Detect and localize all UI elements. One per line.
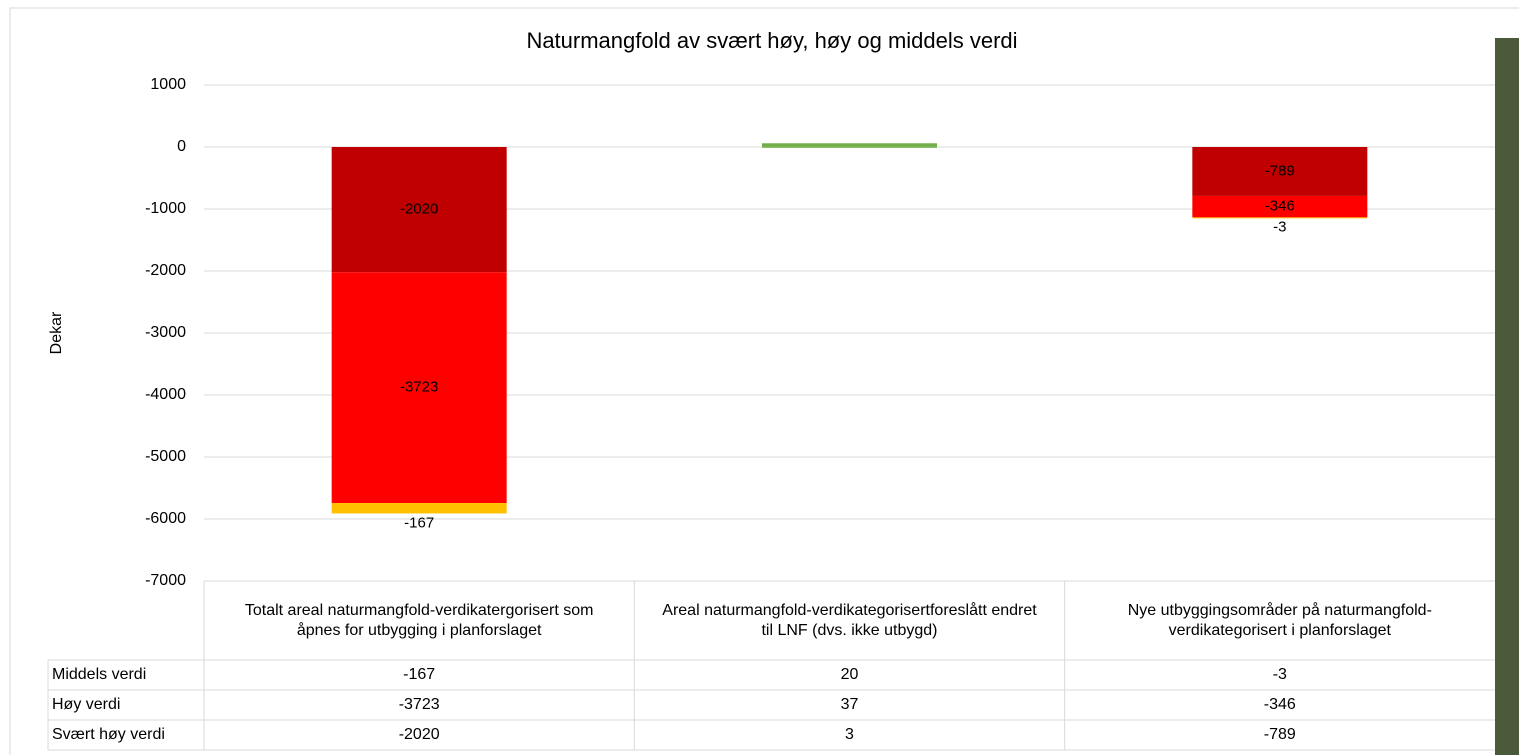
table-value: -167 [403, 666, 436, 683]
category-label: Nye utbyggingsområder på naturmangfold-v… [1127, 601, 1432, 639]
background-photo [1495, 38, 1519, 755]
table-value: 37 [840, 696, 859, 713]
data-label: -3 [1273, 219, 1286, 236]
category-label: Areal naturmangfold-verdikategorisertfor… [662, 601, 1037, 639]
table-value: 3 [845, 726, 854, 743]
bar-segment [1192, 147, 1368, 196]
table-value: 20 [840, 666, 859, 683]
data-label: -2020 [400, 201, 438, 218]
table-value: -2020 [398, 726, 440, 743]
y-tick-label: -4000 [145, 386, 186, 403]
bar-segment [762, 143, 937, 145]
table-value: -3 [1272, 666, 1287, 683]
table-value: -3723 [398, 696, 440, 713]
y-tick-label: -3000 [145, 324, 186, 341]
bar-segment [331, 503, 507, 514]
bar-segment [331, 272, 507, 504]
chart-frame [9, 7, 1519, 755]
y-axis-label: Dekar [48, 311, 65, 354]
y-tick-label: -2000 [145, 262, 186, 279]
chart-title: Naturmangfold av svært høy, høy og midde… [526, 28, 1017, 53]
series-name: Svært høy verdi [52, 726, 165, 743]
series-name: Middels verdi [52, 666, 147, 683]
bar-segment [762, 144, 937, 147]
y-tick-label: -1000 [145, 200, 186, 217]
data-label: -167 [404, 514, 434, 531]
series-name: Høy verdi [52, 696, 121, 713]
bar-segment [1192, 217, 1368, 219]
bar-segment [1192, 195, 1368, 218]
y-tick-label: 0 [177, 138, 186, 155]
y-tick-label: -7000 [145, 572, 186, 589]
category-label: Totalt areal naturmangfold-verdikatergor… [244, 601, 594, 639]
data-label: -346 [1265, 198, 1295, 215]
bar-segment [762, 146, 937, 148]
data-label: -3723 [400, 379, 438, 396]
bar-segment [331, 147, 507, 273]
data-label: -789 [1265, 162, 1295, 179]
table-value: -346 [1263, 696, 1296, 713]
y-tick-label: 1000 [150, 76, 186, 93]
y-tick-label: -6000 [145, 510, 186, 527]
y-tick-label: -5000 [145, 448, 186, 465]
table-value: -789 [1263, 726, 1296, 743]
